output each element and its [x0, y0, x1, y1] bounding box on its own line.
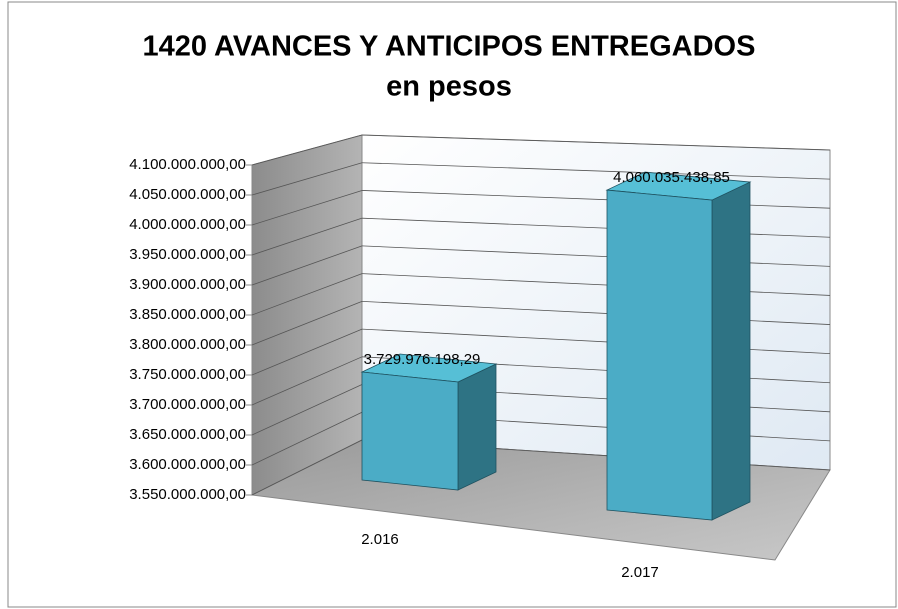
grid-line: [251, 411, 363, 466]
frame: [7, 1, 897, 608]
y-tick-label: 3.950.000.000,00: [129, 246, 246, 263]
grid-line: [361, 217, 831, 238]
y-tick-label: 4.100.000.000,00: [129, 156, 246, 173]
grid-line: [251, 300, 363, 346]
y-tick-label: 3.850.000.000,00: [129, 306, 246, 323]
grid-line: [361, 328, 831, 355]
y-tick-label: 3.550.000.000,00: [129, 486, 246, 503]
chart-subtitle: en pesos: [386, 71, 512, 103]
y-tick-label: 3.650.000.000,00: [129, 426, 246, 443]
grid-line: [251, 384, 363, 436]
grid-line: [251, 245, 363, 286]
x-tick-label: 2.017: [621, 564, 659, 581]
data-label: 3.729.976.198,29: [364, 351, 481, 368]
grid-line: [251, 356, 363, 406]
grid-line: [251, 328, 363, 376]
grid-line: [251, 134, 363, 166]
y-tick-label: 3.750.000.000,00: [129, 366, 246, 383]
y-tick-label: 3.600.000.000,00: [129, 456, 246, 473]
y-tick-label: 3.900.000.000,00: [129, 276, 246, 293]
data-label: 4.060.035.438,85: [613, 169, 730, 186]
grid-line: [361, 134, 831, 151]
grid-line: [361, 162, 831, 180]
bar-side: [711, 181, 751, 521]
x-tick-label: 2.016: [361, 531, 399, 548]
grid-line: [361, 273, 831, 296]
bar-side: [457, 363, 497, 491]
y-tick-label: 4.050.000.000,00: [129, 186, 246, 203]
bar: [361, 371, 459, 491]
grid-line: [251, 273, 363, 316]
grid-line: [251, 162, 363, 196]
side-wall: [251, 134, 363, 496]
y-tick-label: 3.700.000.000,00: [129, 396, 246, 413]
y-tick-label: 3.800.000.000,00: [129, 336, 246, 353]
grid-line: [251, 190, 363, 226]
y-tick-label: 4.000.000.000,00: [129, 216, 246, 233]
chart-title: 1420 AVANCES Y ANTICIPOS ENTREGADOS: [143, 31, 756, 63]
grid-line: [361, 190, 831, 209]
grid-line: [251, 217, 363, 256]
grid-line: [251, 439, 363, 496]
grid-line: [361, 245, 831, 267]
grid-line: [361, 300, 831, 325]
bar: [606, 189, 713, 521]
